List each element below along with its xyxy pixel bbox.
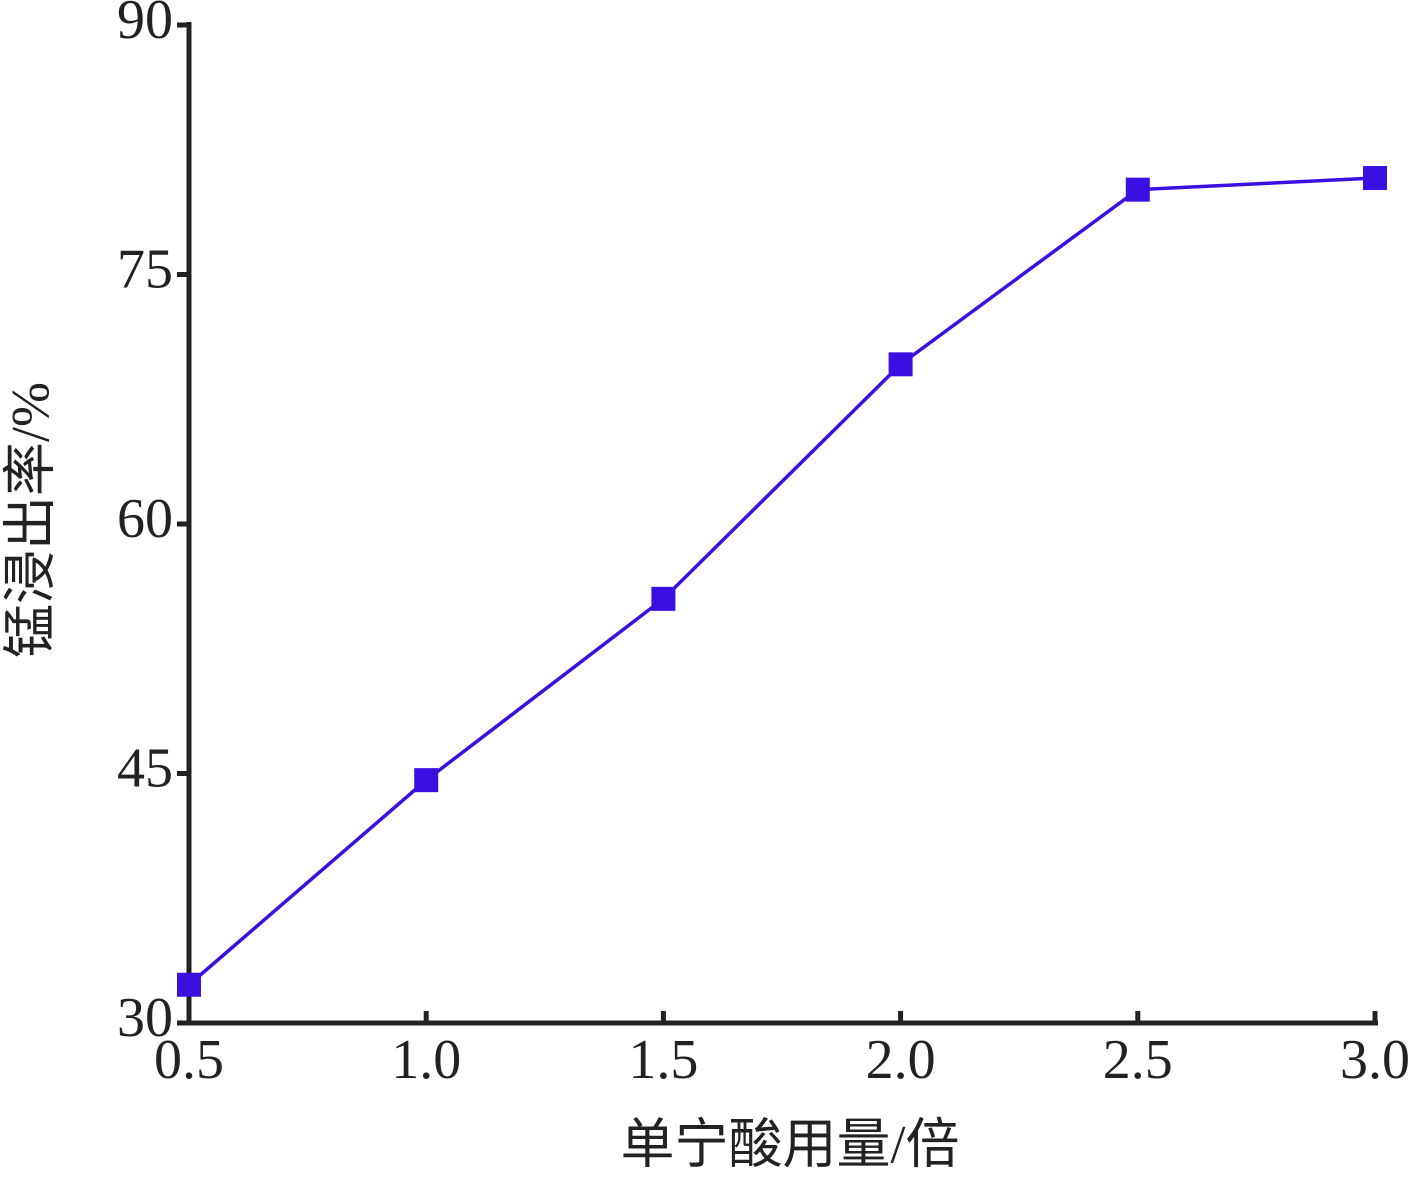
x-tick-label: 1.0 xyxy=(391,1029,461,1091)
y-axis-label: 锰浸出率/% xyxy=(0,382,60,658)
y-tick-label: 90 xyxy=(117,0,173,51)
y-tick-label: 45 xyxy=(117,737,173,799)
y-tick-label: 60 xyxy=(117,488,173,550)
data-line xyxy=(187,176,1376,987)
data-point xyxy=(888,352,913,377)
data-point xyxy=(177,972,201,997)
x-tick-label: 3.0 xyxy=(1340,1029,1410,1091)
x-axis-label: 单宁酸用量/倍 xyxy=(620,1114,959,1174)
x-tick-label: 2.5 xyxy=(1103,1029,1173,1091)
data-point xyxy=(1363,166,1387,191)
data-point xyxy=(1125,177,1150,202)
x-tick-label: 1.5 xyxy=(628,1029,698,1091)
y-tick-label: 30 xyxy=(117,987,173,1049)
x-tick-label: 2.0 xyxy=(866,1029,936,1091)
y-tick-label: 75 xyxy=(117,238,173,300)
data-point xyxy=(414,768,439,793)
data-point xyxy=(651,586,676,611)
x-tick-label: 0.5 xyxy=(154,1029,224,1091)
